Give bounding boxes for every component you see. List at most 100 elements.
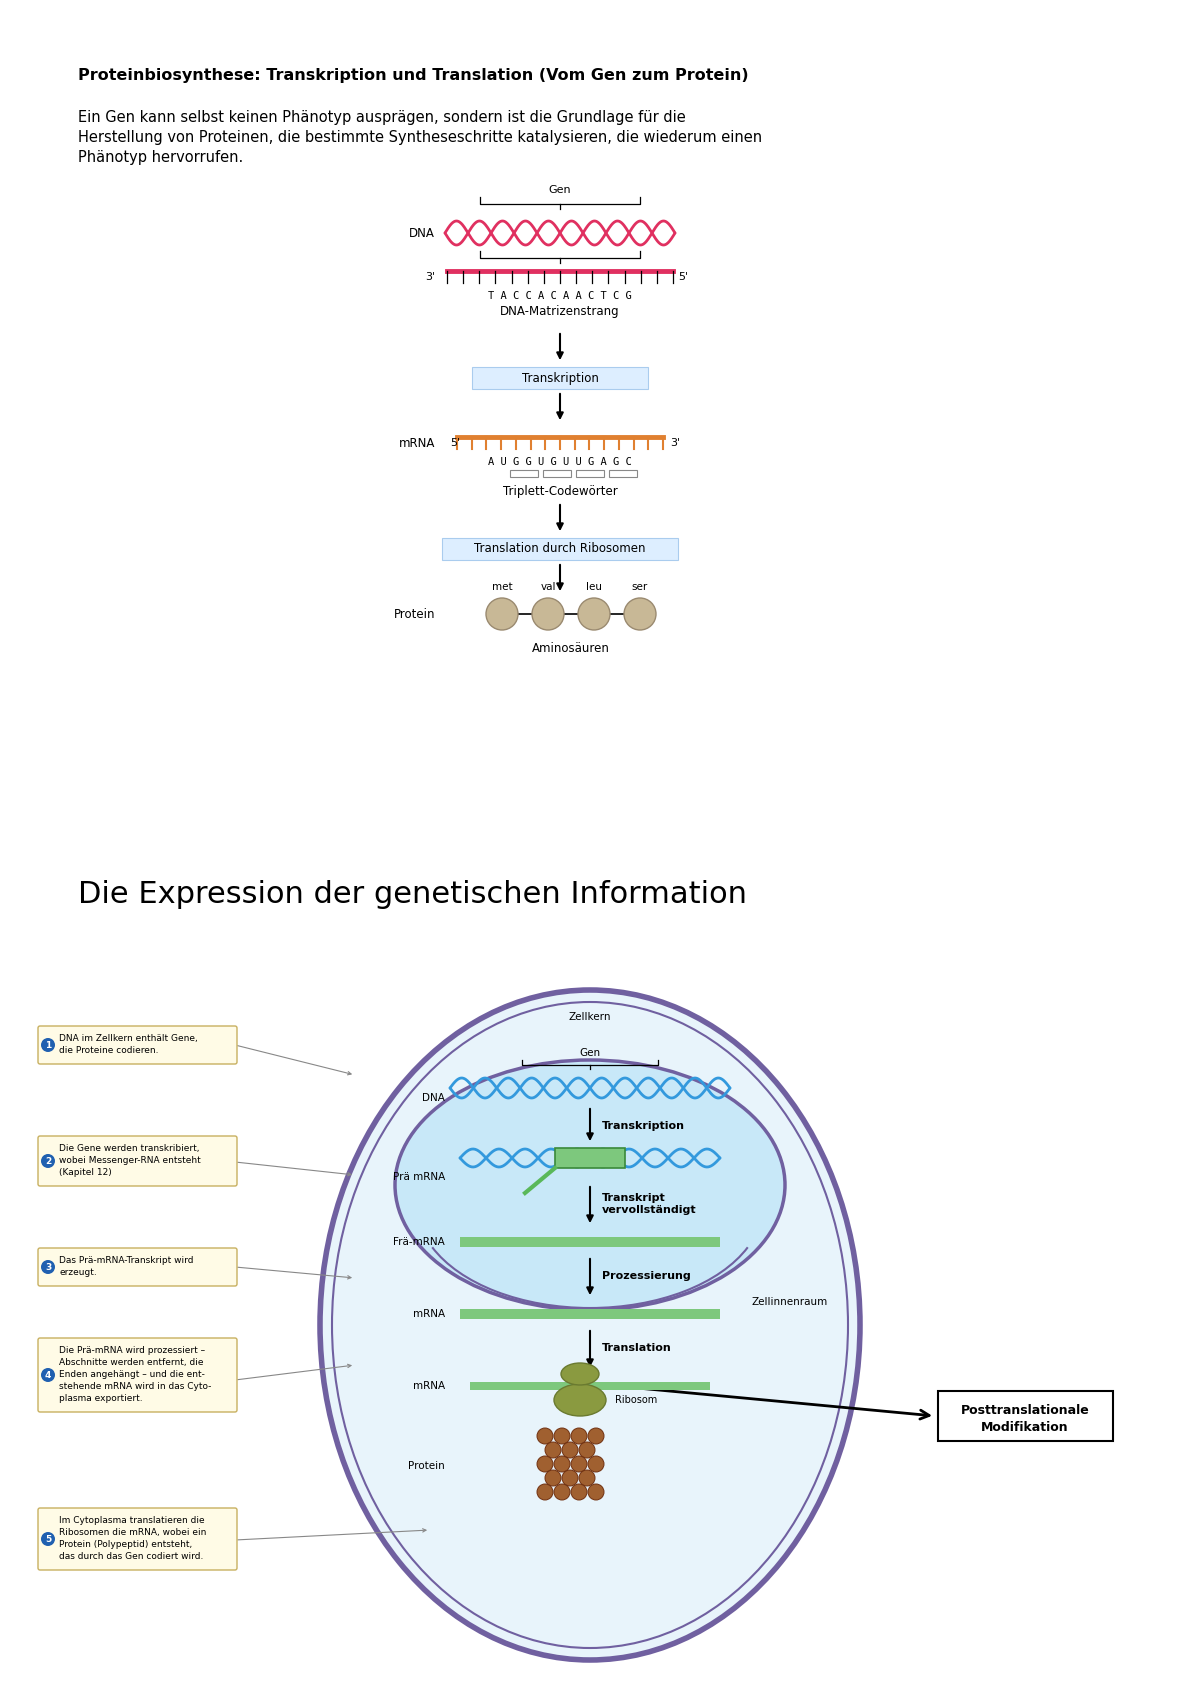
Text: Transkript
vervollständigt: Transkript vervollständigt: [602, 1192, 697, 1216]
Circle shape: [588, 1455, 604, 1472]
Text: 3': 3': [425, 272, 436, 282]
Text: Die Gene werden transkribiert,: Die Gene werden transkribiert,: [59, 1144, 199, 1153]
FancyBboxPatch shape: [38, 1248, 238, 1285]
Bar: [576, 470, 604, 477]
Text: Transkription: Transkription: [602, 1121, 685, 1131]
Bar: [542, 470, 571, 477]
Text: Prä mRNA: Prä mRNA: [392, 1172, 445, 1182]
Circle shape: [41, 1037, 55, 1053]
Circle shape: [580, 1442, 595, 1459]
Circle shape: [486, 598, 518, 630]
Text: Protein: Protein: [408, 1460, 445, 1470]
Text: Translation: Translation: [602, 1343, 672, 1353]
Text: Enden angehängt – und die ent-: Enden angehängt – und die ent-: [59, 1370, 205, 1379]
Text: Herstellung von Proteinen, die bestimmte Syntheseschritte katalysieren, die wied: Herstellung von Proteinen, die bestimmte…: [78, 131, 762, 144]
Text: Triplett-Codewörter: Triplett-Codewörter: [503, 486, 617, 498]
Ellipse shape: [395, 1060, 785, 1309]
Circle shape: [562, 1470, 578, 1486]
Text: plasma exportiert.: plasma exportiert.: [59, 1394, 143, 1403]
Text: Im Cytoplasma translatieren die: Im Cytoplasma translatieren die: [59, 1516, 205, 1525]
Text: 5': 5': [450, 438, 460, 448]
Circle shape: [624, 598, 656, 630]
Text: Modifikation: Modifikation: [982, 1421, 1069, 1435]
Circle shape: [554, 1484, 570, 1499]
Text: 5: 5: [44, 1535, 52, 1543]
Text: Translation durch Ribosomen: Translation durch Ribosomen: [474, 542, 646, 555]
Text: val: val: [540, 582, 556, 593]
Bar: [554, 1148, 625, 1168]
Bar: [460, 1309, 720, 1319]
Text: stehende mRNA wird in das Cyto-: stehende mRNA wird in das Cyto-: [59, 1382, 211, 1391]
Text: Zellinnenraum: Zellinnenraum: [751, 1297, 828, 1307]
Circle shape: [538, 1428, 553, 1443]
Text: Frä-mRNA: Frä-mRNA: [394, 1238, 445, 1246]
FancyBboxPatch shape: [38, 1338, 238, 1413]
Circle shape: [580, 1470, 595, 1486]
Text: die Proteine codieren.: die Proteine codieren.: [59, 1046, 158, 1054]
Text: met: met: [492, 582, 512, 593]
Circle shape: [588, 1428, 604, 1443]
Text: DNA: DNA: [422, 1094, 445, 1104]
Text: 4: 4: [44, 1370, 52, 1379]
Text: Das Prä-mRNA-Transkript wird: Das Prä-mRNA-Transkript wird: [59, 1257, 193, 1265]
Text: mRNA: mRNA: [398, 436, 436, 450]
Circle shape: [554, 1455, 570, 1472]
Text: ser: ser: [632, 582, 648, 593]
Circle shape: [571, 1484, 587, 1499]
Text: Protein (Polypeptid) entsteht,: Protein (Polypeptid) entsteht,: [59, 1540, 192, 1549]
Circle shape: [538, 1455, 553, 1472]
Text: Die Prä-mRNA wird prozessiert –: Die Prä-mRNA wird prozessiert –: [59, 1347, 205, 1355]
Text: T A C C A C A A C T C G: T A C C A C A A C T C G: [488, 290, 632, 301]
Text: DNA: DNA: [409, 226, 436, 239]
Ellipse shape: [554, 1384, 606, 1416]
Text: mRNA: mRNA: [413, 1380, 445, 1391]
Circle shape: [41, 1260, 55, 1274]
Text: wobei Messenger-RNA entsteht: wobei Messenger-RNA entsteht: [59, 1156, 200, 1165]
Text: Aminosäuren: Aminosäuren: [532, 642, 610, 655]
Text: Gen: Gen: [580, 1048, 600, 1058]
Text: leu: leu: [586, 582, 602, 593]
Text: Transkription: Transkription: [522, 372, 599, 384]
Circle shape: [41, 1532, 55, 1545]
Text: Proteinbiosynthese: Transkription und Translation (Vom Gen zum Protein): Proteinbiosynthese: Transkription und Tr…: [78, 68, 749, 83]
Text: Prozessierung: Prozessierung: [602, 1272, 691, 1280]
Circle shape: [554, 1428, 570, 1443]
Circle shape: [532, 598, 564, 630]
Text: Gen: Gen: [548, 185, 571, 195]
Text: DNA-Matrizenstrang: DNA-Matrizenstrang: [500, 306, 620, 318]
Bar: [460, 1238, 720, 1246]
Text: A U G G U G U U G A G C: A U G G U G U U G A G C: [488, 457, 632, 467]
Text: erzeugt.: erzeugt.: [59, 1268, 97, 1277]
Text: Phänotyp hervorrufen.: Phänotyp hervorrufen.: [78, 149, 244, 165]
FancyBboxPatch shape: [38, 1026, 238, 1065]
Circle shape: [571, 1455, 587, 1472]
Circle shape: [562, 1442, 578, 1459]
Text: 1: 1: [44, 1041, 52, 1049]
Circle shape: [545, 1470, 562, 1486]
Text: Die Expression der genetischen Information: Die Expression der genetischen Informati…: [78, 880, 746, 908]
Circle shape: [578, 598, 610, 630]
Text: 5': 5': [678, 272, 688, 282]
Circle shape: [41, 1155, 55, 1168]
Circle shape: [538, 1484, 553, 1499]
Text: DNA im Zellkern enthält Gene,: DNA im Zellkern enthält Gene,: [59, 1034, 198, 1043]
Ellipse shape: [320, 990, 860, 1661]
Text: mRNA: mRNA: [413, 1309, 445, 1319]
Text: Ein Gen kann selbst keinen Phänotyp ausprägen, sondern ist die Grundlage für die: Ein Gen kann selbst keinen Phänotyp ausp…: [78, 110, 685, 126]
Bar: [610, 470, 637, 477]
Text: (Kapitel 12): (Kapitel 12): [59, 1168, 112, 1177]
Circle shape: [545, 1442, 562, 1459]
Text: das durch das Gen codiert wird.: das durch das Gen codiert wird.: [59, 1552, 203, 1560]
Circle shape: [588, 1484, 604, 1499]
FancyBboxPatch shape: [38, 1508, 238, 1571]
Text: 3: 3: [44, 1263, 52, 1272]
Text: Zellkern: Zellkern: [569, 1012, 611, 1022]
Text: Ribosom: Ribosom: [616, 1396, 658, 1404]
Text: Posttranslationale: Posttranslationale: [961, 1404, 1090, 1418]
Text: Ribosomen die mRNA, wobei ein: Ribosomen die mRNA, wobei ein: [59, 1528, 206, 1537]
Bar: [442, 538, 678, 560]
Circle shape: [571, 1428, 587, 1443]
Text: 2: 2: [44, 1156, 52, 1165]
Bar: [472, 367, 648, 389]
Text: Abschnitte werden entfernt, die: Abschnitte werden entfernt, die: [59, 1358, 204, 1367]
